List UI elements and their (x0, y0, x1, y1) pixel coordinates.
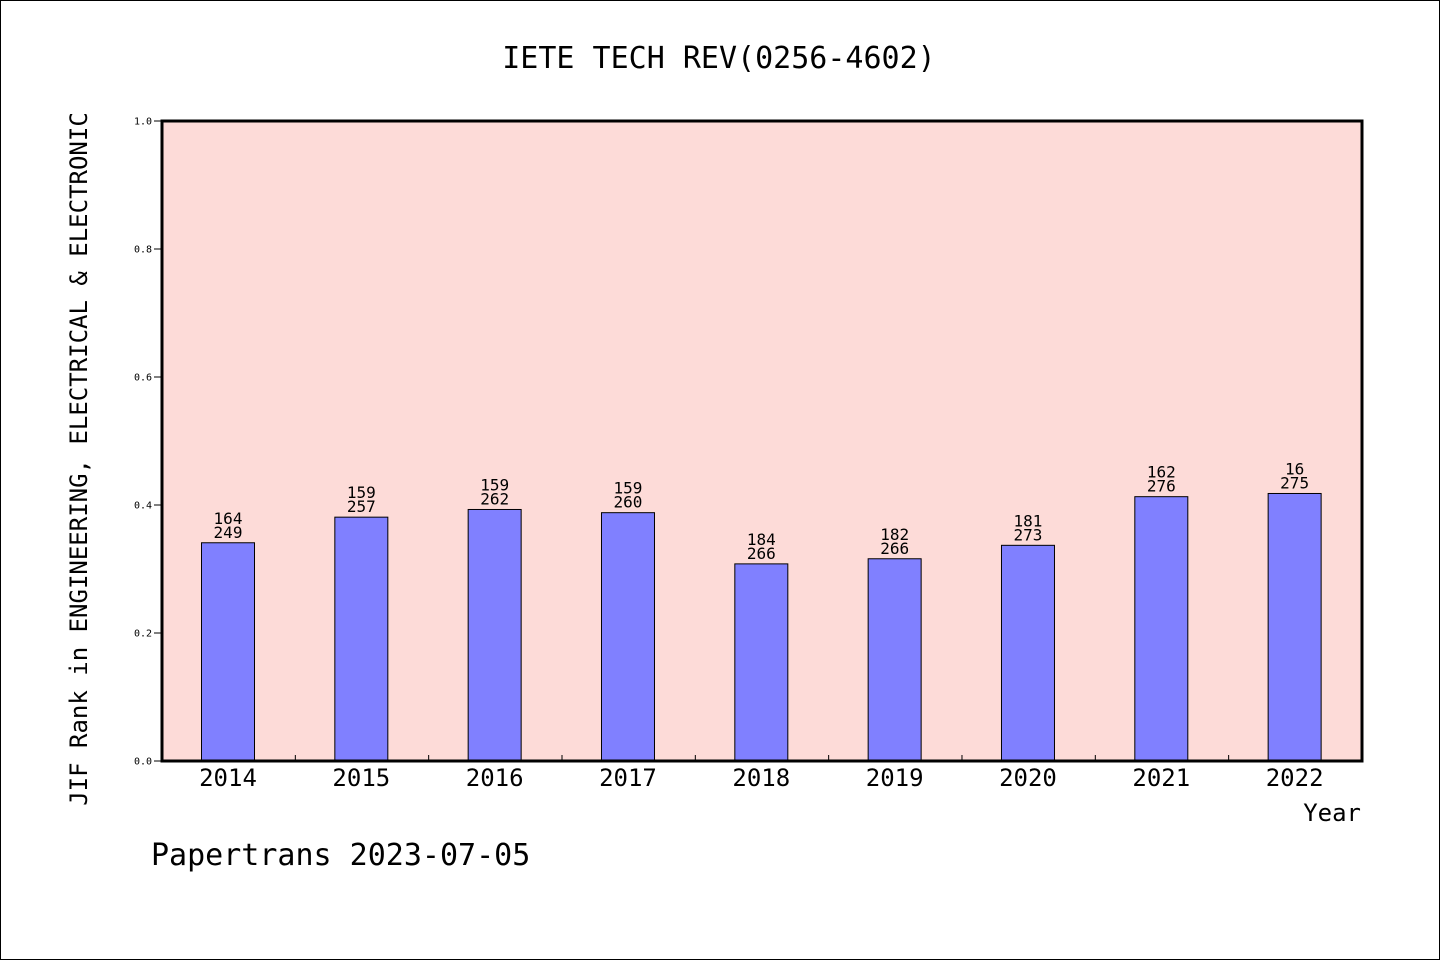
bar-label-bottom-2020: 273 (1014, 525, 1043, 544)
footer-text: Papertrans 2023-07-05 (151, 838, 530, 873)
bar-2014 (201, 542, 255, 762)
bar-label-top-2015: 159 (347, 483, 376, 502)
bar-2017 (600, 512, 655, 762)
bar-label-bottom-2018: 266 (747, 544, 776, 563)
bar-label-top-2018: 184 (747, 530, 776, 549)
x-tick-label-2019: 2019 (866, 764, 924, 792)
bar-label-bottom-2021: 276 (1147, 477, 1176, 496)
y-tick-label-0.8: 0.8 (134, 245, 152, 256)
x-tick-label-2020: 2020 (999, 764, 1057, 792)
bars-group (201, 492, 1322, 762)
bar-label-top-2022: 16 (1285, 459, 1304, 478)
bar-label-top-2014: 164 (214, 509, 243, 528)
x-tick-label-2022: 2022 (1266, 764, 1324, 792)
x-tick-label-2018: 2018 (732, 764, 790, 792)
y-tick-label-0.0: 0.0 (134, 757, 152, 768)
chart-title: IETE TECH REV(0256-4602) (502, 41, 935, 76)
x-tick-label-2015: 2015 (332, 764, 390, 792)
x-tick-label-2021: 2021 (1132, 764, 1190, 792)
bar-2015 (334, 516, 389, 762)
y-axis-ticks: 0.0 0.2 0.4 0.6 0.8 1.0 (134, 117, 162, 768)
y-tick-label-0.4: 0.4 (134, 501, 152, 512)
y-tick-label-0.6: 0.6 (134, 373, 152, 384)
y-axis-label: JIF Rank in ENGINEERING, ELECTRICAL & EL… (65, 112, 93, 806)
bar-label-top-2017: 159 (614, 479, 643, 498)
x-tick-label-2017: 2017 (599, 764, 657, 792)
x-tick-label-2014: 2014 (199, 764, 257, 792)
bar-2020 (1000, 544, 1055, 762)
x-tick-label-2016: 2016 (466, 764, 524, 792)
x-axis-label: Year (1303, 799, 1361, 827)
bar-2022 (1267, 492, 1322, 762)
bar-2021 (1134, 496, 1189, 762)
bar-label-bottom-2017: 260 (614, 493, 643, 512)
bar-label-top-2020: 181 (1014, 511, 1043, 530)
bar-label-bottom-2019: 266 (880, 539, 909, 558)
bar-label-top-2021: 162 (1147, 463, 1176, 482)
bar-label-top-2016: 159 (480, 475, 509, 494)
y-tick-label-0.2: 0.2 (134, 629, 152, 640)
x-axis-ticks: 2014 2015 2016 2017 2018 2019 2020 2021 2022 (199, 755, 1324, 792)
bar-2016 (467, 508, 522, 762)
bar-2019 (867, 558, 922, 762)
bar-labels-group: 1642491592571592621592601842661822661812… (214, 459, 1310, 562)
bar-2018 (734, 563, 789, 762)
bar-label-bottom-2022: 275 (1280, 473, 1309, 492)
plot-border (160, 119, 1364, 763)
y-tick-label-1.0: 1.0 (134, 117, 152, 128)
bar-label-bottom-2016: 262 (480, 489, 509, 508)
bar-label-bottom-2014: 249 (214, 523, 243, 542)
bar-label-bottom-2015: 257 (347, 497, 376, 516)
bar-label-top-2019: 182 (880, 525, 909, 544)
